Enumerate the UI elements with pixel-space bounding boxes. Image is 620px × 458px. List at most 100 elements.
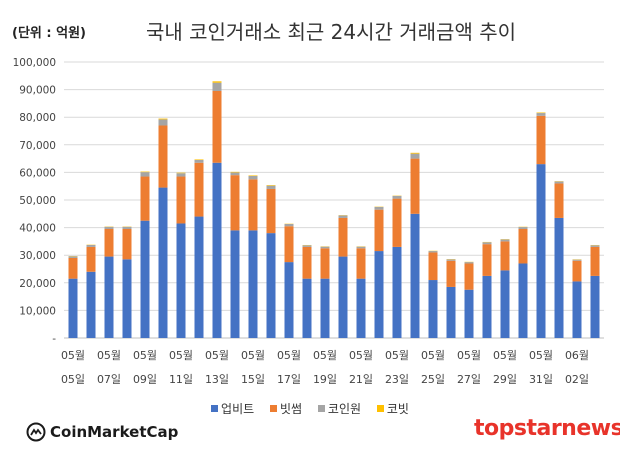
bar-segment-bithumb: [446, 260, 456, 287]
bar-segment-coinone: [356, 246, 366, 249]
bar-segment-bithumb: [122, 228, 132, 260]
bar-segment-upbit: [176, 223, 186, 338]
bar-segment-coinone: [266, 185, 276, 189]
bar-segment-coinone: [158, 119, 168, 126]
bar-segment-bithumb: [320, 248, 330, 279]
chart-legend: 업비트 빗썸 코인원 코빗: [0, 400, 620, 417]
bar-segment-coinone: [482, 242, 492, 245]
bar-segment-bithumb: [464, 263, 474, 290]
bar-segment-coinone: [248, 175, 258, 180]
bar-segment-coinone: [302, 245, 312, 247]
x-tick-label-month: 05월: [457, 349, 481, 362]
x-tick-label-month: 05월: [313, 349, 337, 362]
x-tick-label-month: 06월: [565, 349, 589, 362]
bar-segment-coinone: [230, 172, 240, 176]
legend-label-coinone: 코인원: [327, 402, 362, 416]
bar-segment-upbit: [482, 275, 492, 338]
y-tick-label: 10,000: [19, 305, 56, 317]
bar-segment-upbit: [356, 278, 366, 338]
x-tick-label-day: 29일: [493, 372, 517, 386]
bar-segment-korbit: [266, 185, 276, 186]
bar-segment-bithumb: [500, 241, 510, 271]
bar-segment-coinone: [392, 195, 402, 199]
bar-segment-upbit: [284, 262, 294, 338]
bar-segment-coinone: [284, 224, 294, 227]
bar-segment-coinone: [536, 113, 546, 116]
bar-segment-coinone: [554, 181, 564, 184]
bar-segment-upbit: [392, 246, 402, 338]
x-tick-label-day: 11일: [169, 372, 193, 386]
x-tick-label-day: 13일: [205, 372, 229, 386]
bar-segment-bithumb: [158, 125, 168, 188]
bar-segment-upbit: [428, 280, 438, 338]
bar-segment-bithumb: [284, 226, 294, 263]
bar-segment-coinone: [464, 262, 474, 264]
x-tick-label-month: 05월: [241, 349, 265, 362]
x-tick-label-month: 05월: [493, 349, 517, 362]
x-tick-label-month: 05월: [61, 349, 85, 362]
legend-swatch-upbit: [211, 405, 219, 412]
bar-segment-coinone: [68, 256, 78, 258]
legend-item-coinone: 코인원: [317, 400, 362, 417]
bar-segment-korbit: [194, 159, 204, 160]
coinmarketcap-icon: [26, 422, 46, 442]
bar-segment-upbit: [446, 286, 456, 338]
bar-segment-coinone: [446, 259, 456, 261]
bar-segment-coinone: [194, 159, 204, 163]
x-tick-label-month: 05월: [529, 349, 553, 362]
unit-label: (단위 : 억원): [12, 26, 86, 41]
x-tick-label-month: 05월: [205, 349, 229, 362]
bar-segment-upbit: [194, 216, 204, 338]
bar-segment-upbit: [338, 256, 348, 338]
bar-segment-coinone: [500, 239, 510, 242]
bar-segment-bithumb: [428, 252, 438, 281]
x-tick-label-month: 05월: [169, 349, 193, 362]
x-tick-label-day: 31일: [529, 372, 553, 386]
bar-segment-coinone: [338, 215, 348, 218]
bar-segment-coinone: [86, 244, 96, 247]
x-tick-label-month: 05월: [385, 349, 409, 362]
x-tick-label-day: 09일: [133, 372, 157, 386]
bar-segment-bithumb: [518, 228, 528, 264]
y-tick-label: -: [52, 333, 56, 345]
bar-segment-upbit: [140, 220, 150, 338]
bar-segment-upbit: [266, 233, 276, 338]
y-tick-label: 50,000: [19, 195, 56, 207]
bar-segment-bithumb: [572, 260, 582, 282]
bar-segment-korbit: [536, 112, 546, 114]
coinmarketcap-logo: CoinMarketCap: [26, 422, 178, 442]
bar-segment-upbit: [104, 256, 114, 338]
bar-segment-korbit: [248, 175, 258, 176]
bar-segment-coinone: [428, 251, 438, 253]
x-tick-label-month: 05월: [133, 349, 157, 362]
bar-segment-coinone: [374, 206, 384, 210]
bar-segment-bithumb: [356, 248, 366, 279]
x-tick-label-day: 15일: [241, 372, 265, 386]
bar-segment-coinone: [572, 259, 582, 261]
bar-segment-bithumb: [68, 257, 78, 279]
bar-segment-coinone: [212, 82, 222, 91]
bar-segment-korbit: [410, 152, 420, 154]
bar-segment-korbit: [140, 171, 150, 173]
y-tick-label: 40,000: [19, 223, 56, 235]
legend-swatch-korbit: [376, 405, 384, 412]
bar-segment-coinone: [176, 173, 186, 177]
bar-segment-upbit: [410, 213, 420, 338]
x-tick-label-day: 05일: [61, 372, 85, 386]
x-tick-label-month: 05월: [277, 349, 301, 362]
y-tick-label: 90,000: [19, 85, 56, 97]
bar-segment-upbit: [122, 259, 132, 338]
legend-item-korbit: 코빗: [376, 400, 409, 417]
bar-segment-bithumb: [86, 246, 96, 272]
bar-segment-bithumb: [338, 217, 348, 257]
bar-segment-coinone: [410, 153, 420, 159]
bar-segment-bithumb: [230, 175, 240, 231]
x-tick-label-day: 17일: [277, 372, 301, 386]
x-tick-label-day: 21일: [349, 372, 373, 386]
bar-segment-korbit: [230, 171, 240, 173]
bar-segment-coinone: [140, 172, 150, 177]
bar-segment-korbit: [212, 81, 222, 83]
y-tick-label: 70,000: [19, 140, 56, 152]
bar-segment-coinone: [122, 226, 132, 229]
x-tick-label-month: 05월: [97, 349, 121, 362]
